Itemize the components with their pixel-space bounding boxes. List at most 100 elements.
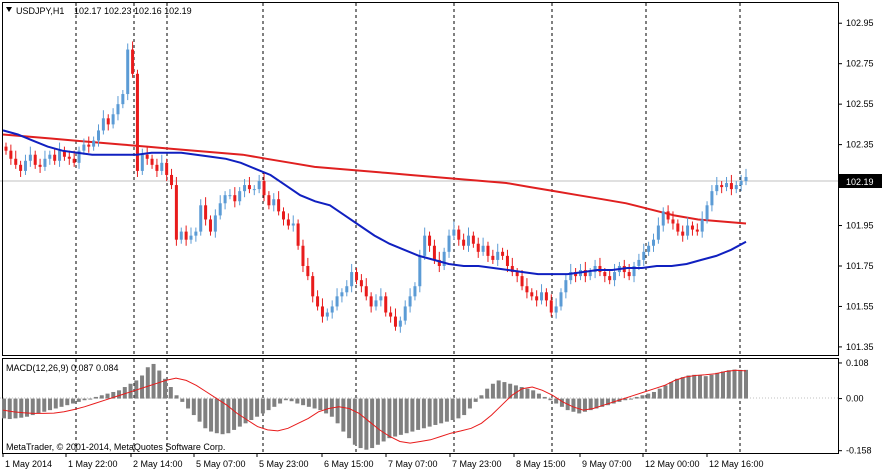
candle-body (695, 229, 699, 232)
copyright-text: MetaTrader, © 2001-2014, MetaQuotes Soft… (6, 442, 225, 452)
macd-bar (48, 398, 53, 411)
candle-body (408, 296, 412, 307)
candle-body (267, 195, 271, 206)
candle-body (739, 181, 743, 186)
macd-bar (30, 398, 35, 416)
macd-bar (496, 380, 501, 399)
candle-body (179, 231, 183, 240)
macd-bar (168, 387, 173, 399)
candle-body (540, 292, 544, 301)
macd-bar (450, 398, 455, 421)
candle-body (690, 225, 694, 230)
candle-body (311, 276, 315, 297)
macd-bar (295, 398, 300, 404)
macd-bar (697, 375, 702, 399)
candle-body (140, 154, 144, 171)
candle-body (671, 219, 675, 224)
macd-bar (128, 383, 133, 399)
macd-bar (732, 369, 737, 399)
macd-bar (375, 398, 380, 445)
candle-body (48, 154, 52, 159)
candle-body (481, 245, 485, 252)
price-tick-label: 101.55 (846, 301, 874, 311)
candle-body (58, 150, 62, 161)
macd-bar (243, 398, 248, 424)
macd-bar (674, 378, 679, 399)
candle-body (296, 223, 300, 246)
macd-bar (180, 398, 185, 402)
macd-bar (71, 398, 76, 404)
macd-bar (502, 382, 507, 399)
macd-bar (657, 388, 662, 399)
macd-bar (634, 396, 639, 399)
triangle-down-icon[interactable] (6, 7, 12, 12)
slow-moving-average (2, 133, 747, 225)
macd-bar (312, 398, 317, 409)
candle-body (160, 162, 164, 171)
macd-bar (559, 398, 564, 407)
candle-body (82, 144, 86, 151)
candle-body (398, 320, 402, 327)
macd-bar (628, 398, 633, 400)
candle-body (428, 235, 432, 246)
candle-body (131, 49, 135, 74)
candlesticks (4, 41, 748, 333)
macd-bar (42, 398, 47, 412)
candle-body (374, 300, 378, 307)
candle-body (471, 235, 475, 244)
candle-body (720, 185, 724, 188)
macd-bar (421, 398, 426, 429)
macd-bar (347, 398, 352, 439)
macd-bar (117, 390, 122, 399)
candle-body (437, 259, 441, 266)
price-tick-label: 102.35 (846, 140, 874, 150)
candle-body (686, 225, 690, 236)
macd-bar (2, 398, 6, 419)
macd-bar (692, 374, 697, 399)
macd-bar (623, 398, 628, 401)
macd-bar (25, 398, 30, 417)
candle-body (145, 154, 149, 159)
candle-body (4, 146, 8, 151)
candle-body (379, 296, 383, 301)
macd-bar (226, 398, 231, 434)
candle-body (505, 255, 509, 266)
candle-body (642, 251, 646, 260)
macd-bar (467, 398, 472, 409)
macd-bar (720, 371, 725, 399)
macd-signal (2, 369, 747, 444)
candle-body (306, 265, 310, 277)
candle-body (423, 235, 427, 256)
macd-bar (605, 398, 610, 406)
macd-bar (686, 375, 691, 399)
macd-bar (203, 398, 208, 429)
candle-body (603, 272, 607, 277)
candle-body (476, 243, 480, 252)
candle-body (744, 176, 748, 182)
macd-tick-label: -0.158 (846, 446, 872, 456)
candle-body (593, 265, 597, 273)
candle-body (681, 231, 685, 236)
time-tick-label: 7 May 07:00 (388, 459, 438, 469)
candle-body (462, 239, 466, 246)
macd-bar (111, 391, 116, 399)
macd-bar (318, 398, 323, 411)
macd-bar (163, 378, 168, 399)
macd-axis: 0.108 0.00 -0.158 (838, 358, 872, 456)
candle-body (218, 203, 222, 216)
candle-body (389, 312, 393, 317)
candle-body (413, 286, 417, 297)
candle-body (9, 150, 13, 159)
candle-body (700, 219, 704, 232)
macd-bar (398, 398, 403, 435)
macd-histogram (2, 363, 748, 450)
candle-body (77, 150, 81, 163)
candle-body (525, 286, 529, 293)
candle-body (252, 189, 256, 191)
candle-body (121, 94, 125, 105)
candle-body (418, 255, 422, 287)
macd-bar (191, 398, 196, 416)
macd-bar (278, 398, 283, 404)
